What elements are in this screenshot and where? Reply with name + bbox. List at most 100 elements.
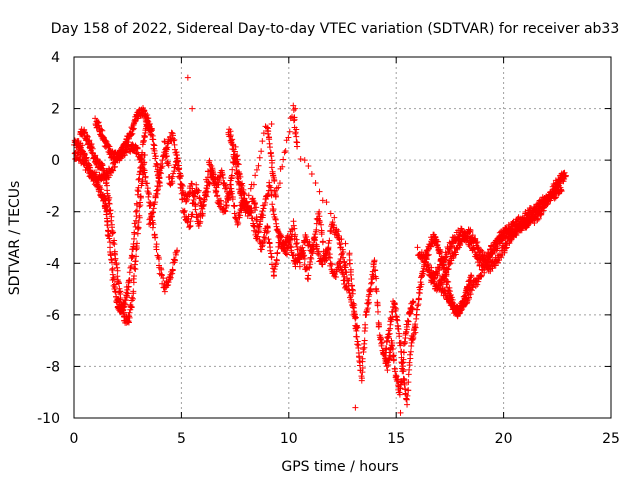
data-point bbox=[219, 172, 226, 179]
data-point bbox=[468, 239, 475, 246]
data-point bbox=[106, 194, 113, 201]
data-point bbox=[189, 200, 196, 207]
data-point bbox=[121, 145, 128, 152]
data-point bbox=[109, 229, 116, 236]
data-point bbox=[468, 273, 475, 280]
data-point bbox=[109, 271, 116, 278]
data-point bbox=[374, 308, 381, 315]
data-point bbox=[204, 174, 211, 181]
data-point bbox=[153, 241, 160, 248]
data-point bbox=[405, 387, 412, 394]
data-point bbox=[174, 158, 181, 165]
data-point bbox=[155, 183, 162, 190]
data-point bbox=[316, 219, 323, 226]
data-point bbox=[189, 211, 196, 218]
data-point bbox=[332, 273, 339, 280]
data-point bbox=[328, 261, 335, 268]
data-point bbox=[226, 194, 233, 201]
data-point bbox=[382, 349, 389, 356]
data-point bbox=[141, 151, 148, 158]
data-point bbox=[233, 215, 240, 222]
data-point bbox=[169, 267, 176, 274]
data-point bbox=[303, 233, 310, 240]
data-point bbox=[270, 211, 277, 218]
data-point bbox=[323, 254, 330, 261]
data-point bbox=[389, 346, 396, 353]
data-point bbox=[397, 409, 404, 416]
data-point bbox=[406, 359, 413, 366]
data-point bbox=[233, 158, 240, 165]
data-point bbox=[148, 213, 155, 220]
data-point bbox=[172, 257, 179, 264]
data-point bbox=[339, 269, 346, 276]
data-point bbox=[149, 224, 156, 231]
data-point bbox=[104, 231, 111, 238]
data-point bbox=[347, 268, 354, 275]
data-point bbox=[133, 253, 140, 260]
data-point bbox=[131, 273, 138, 280]
data-point bbox=[128, 294, 135, 301]
data-point bbox=[252, 172, 259, 179]
data-point bbox=[461, 229, 468, 236]
data-point bbox=[129, 254, 136, 261]
data-point bbox=[98, 186, 105, 193]
data-point bbox=[105, 228, 112, 235]
data-point bbox=[268, 254, 275, 261]
data-point bbox=[392, 368, 399, 375]
data-point bbox=[274, 249, 281, 256]
data-point bbox=[136, 214, 143, 221]
x-tick-label: 0 bbox=[70, 431, 79, 447]
data-point bbox=[384, 335, 391, 342]
data-point bbox=[373, 288, 380, 295]
data-point bbox=[396, 333, 403, 340]
data-point bbox=[294, 143, 301, 150]
data-point bbox=[111, 163, 118, 170]
data-point bbox=[206, 161, 213, 168]
data-point bbox=[264, 228, 271, 235]
data-point bbox=[393, 313, 400, 320]
data-point bbox=[118, 304, 125, 311]
data-point bbox=[359, 355, 366, 362]
data-point bbox=[403, 396, 410, 403]
data-point bbox=[144, 180, 151, 187]
data-point bbox=[151, 142, 158, 149]
data-point bbox=[268, 164, 275, 171]
data-point bbox=[139, 178, 146, 185]
data-point bbox=[77, 150, 84, 157]
data-point bbox=[371, 257, 378, 264]
data-point bbox=[305, 163, 312, 170]
data-point bbox=[278, 234, 285, 241]
data-point bbox=[229, 166, 236, 173]
data-point bbox=[181, 207, 188, 214]
data-point bbox=[271, 178, 278, 185]
data-point bbox=[359, 364, 366, 371]
data-point bbox=[139, 162, 146, 169]
data-point bbox=[146, 203, 153, 210]
data-point bbox=[261, 238, 268, 245]
data-point bbox=[126, 309, 133, 316]
data-point bbox=[282, 250, 289, 257]
data-point bbox=[463, 230, 470, 237]
data-point bbox=[196, 194, 203, 201]
data-point bbox=[254, 216, 261, 223]
data-point bbox=[129, 295, 136, 302]
data-point bbox=[344, 277, 351, 284]
data-point bbox=[145, 189, 152, 196]
data-point bbox=[174, 247, 181, 254]
data-point bbox=[363, 311, 370, 318]
data-point bbox=[196, 195, 203, 202]
data-point bbox=[236, 180, 243, 187]
data-point bbox=[364, 305, 371, 312]
data-point bbox=[193, 181, 200, 188]
data-point bbox=[237, 212, 244, 219]
data-point bbox=[405, 379, 412, 386]
data-point bbox=[170, 137, 177, 144]
data-point bbox=[319, 197, 326, 204]
data-point bbox=[478, 272, 485, 279]
data-point bbox=[214, 193, 221, 200]
data-point bbox=[189, 105, 196, 112]
data-point bbox=[204, 178, 211, 185]
data-point bbox=[106, 207, 113, 214]
data-point bbox=[389, 342, 396, 349]
data-point bbox=[392, 304, 399, 311]
